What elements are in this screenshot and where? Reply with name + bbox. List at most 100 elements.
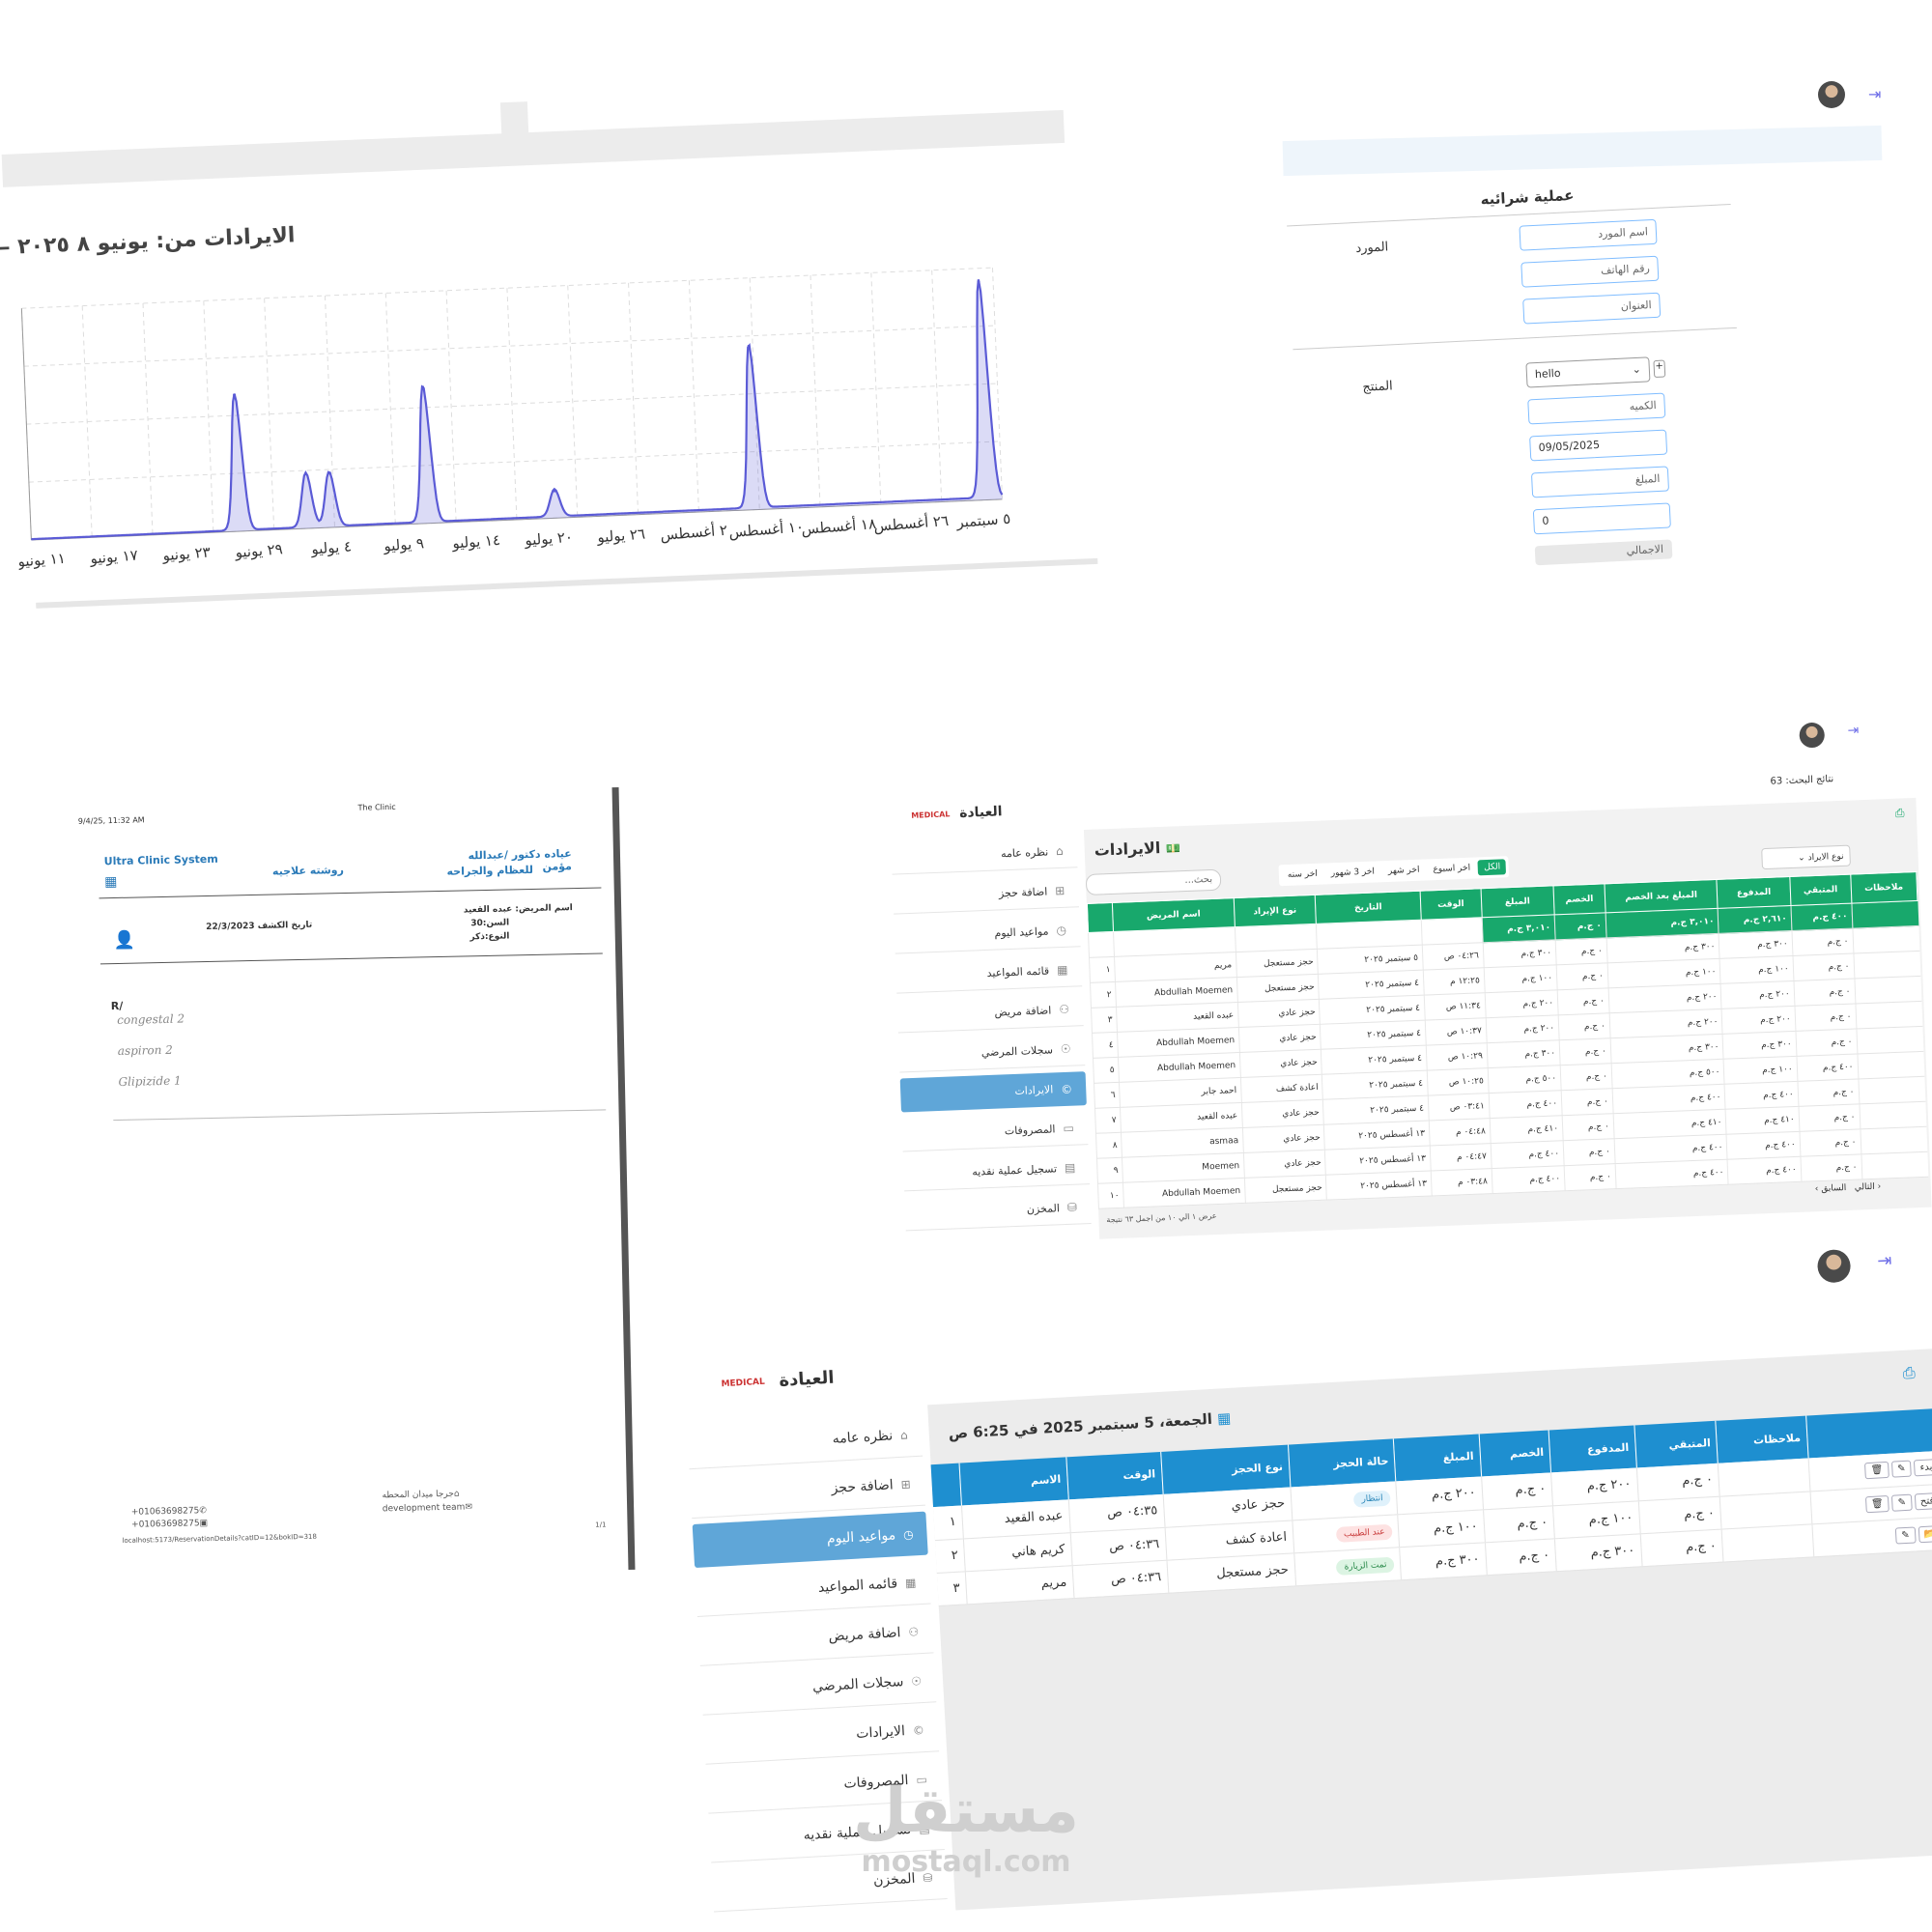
- sidebar-item-3[interactable]: ▦ قائمه المواعيد: [695, 1560, 931, 1617]
- table-cell: ٠٤:٣٦ ص: [1071, 1559, 1169, 1599]
- column-header[interactable]: [1087, 902, 1114, 933]
- grid-line: [931, 270, 943, 502]
- column-header[interactable]: ملاحظات: [1850, 871, 1918, 904]
- sidebar-item-2[interactable]: ◷ مواعيد اليوم: [692, 1511, 928, 1569]
- grid-line: [21, 267, 993, 309]
- x-tick-label: ٢٣ يونيو: [161, 543, 212, 564]
- column-header[interactable]: [930, 1463, 962, 1508]
- table-cell: ٠ ج.م: [1794, 1004, 1857, 1032]
- column-header[interactable]: حالة الحجز: [1288, 1438, 1397, 1488]
- sidebar-item-0[interactable]: ⌂ نظره عامه: [891, 834, 1078, 875]
- amount-input[interactable]: المبلغ: [1530, 466, 1670, 498]
- grid-line: [688, 280, 699, 513]
- sidebar-item-6[interactable]: © الايرادات: [899, 1071, 1087, 1113]
- revenue-peak: [233, 393, 237, 397]
- column-header[interactable]: المتبقي: [1789, 874, 1852, 906]
- sidebar-item-label: سجلات المرضي: [980, 1042, 1054, 1059]
- grid-line: [506, 288, 518, 520]
- search-input[interactable]: بحث...: [1085, 868, 1222, 895]
- edit-user-icon[interactable]: ✎: [1894, 1525, 1917, 1545]
- table-cell: [1855, 1001, 1922, 1029]
- filter-button[interactable]: اخر اسبوع: [1433, 863, 1471, 875]
- add-booking-icon: ⊞: [900, 1477, 912, 1492]
- column-header[interactable]: المدفوع: [1548, 1425, 1636, 1473]
- revenue-type-select[interactable]: نوع الايراد ⌄: [1761, 844, 1851, 870]
- table-cell: ٣: [936, 1571, 968, 1605]
- total-cell: ٤٠٠ ج.م: [1790, 903, 1853, 931]
- supplier-phone-input[interactable]: رقم الهاتف: [1520, 255, 1660, 288]
- logout-icon[interactable]: ⇥: [1868, 85, 1882, 103]
- table-cell: [1856, 1026, 1923, 1054]
- column-header[interactable]: اسم المريض: [1112, 897, 1236, 932]
- filter-button[interactable]: اخر شهر: [1387, 865, 1420, 876]
- user-avatar[interactable]: [1799, 722, 1826, 749]
- sidebar-item-8[interactable]: ▤ تسجيل عملية نقديه: [902, 1151, 1091, 1192]
- table-cell: حجز عادي: [1243, 1150, 1326, 1179]
- column-header[interactable]: التاريخ: [1315, 891, 1422, 924]
- sidebar-item-6[interactable]: © الايرادات: [703, 1708, 940, 1765]
- column-header[interactable]: المبلغ: [1393, 1434, 1482, 1482]
- table-cell: ٠ ج.م: [1485, 1538, 1557, 1576]
- quantity-input[interactable]: الكميه: [1527, 392, 1666, 425]
- supplier-name-input[interactable]: اسم المورد: [1519, 218, 1658, 251]
- delete-icon[interactable]: 🗑: [1864, 1462, 1889, 1480]
- column-header[interactable]: نوع الحجز: [1160, 1444, 1291, 1494]
- table-cell: [1860, 1126, 1927, 1154]
- column-header[interactable]: المبلغ: [1480, 885, 1555, 918]
- sidebar-item-0[interactable]: ⌂ نظره عامه: [686, 1412, 923, 1470]
- next-label: التالي: [1854, 1181, 1875, 1193]
- product-select[interactable]: hello ⌄: [1525, 356, 1651, 388]
- sidebar-item-5[interactable]: ☉ سجلات المرضي: [700, 1659, 937, 1716]
- print-icon[interactable]: ⎙: [1894, 806, 1905, 820]
- filter-button[interactable]: اخر 3 شهور: [1330, 867, 1376, 879]
- row-action-button[interactable]: بدء: [1914, 1459, 1932, 1477]
- date-input[interactable]: 09/05/2025: [1529, 429, 1668, 462]
- edit-user-icon[interactable]: ✎: [1891, 1493, 1913, 1512]
- sidebar-item-label: اضافة حجز: [831, 1477, 895, 1496]
- sidebar-item-4[interactable]: ⚇ اضافة مريض: [697, 1609, 934, 1666]
- x-axis: [31, 498, 1003, 541]
- edit-user-icon[interactable]: ✎: [1890, 1460, 1913, 1478]
- delete-icon[interactable]: 🗑: [1864, 1494, 1890, 1513]
- filter-button[interactable]: الكل: [1477, 859, 1507, 876]
- table-cell: ٠٤:٣٦ ص: [1069, 1526, 1167, 1566]
- column-header[interactable]: المتبقي: [1634, 1420, 1719, 1468]
- column-header[interactable]: [1805, 1407, 1932, 1459]
- folder-icon[interactable]: 📂: [1918, 1524, 1932, 1543]
- grid-line: [81, 305, 93, 538]
- sidebar-item-1[interactable]: ⊞ اضافة حجز: [892, 873, 1080, 915]
- table-cell: ١٠: [1097, 1182, 1124, 1209]
- sidebar-item-label: المصروفات: [1004, 1122, 1056, 1137]
- column-header[interactable]: نوع الإيراد: [1233, 895, 1317, 927]
- logout-icon[interactable]: ⇥: [1847, 723, 1860, 739]
- column-header[interactable]: المبلغ بعد الخصم: [1604, 879, 1719, 913]
- column-header[interactable]: الوقت: [1419, 888, 1482, 921]
- print-icon[interactable]: ⎙: [1902, 1363, 1917, 1382]
- column-header[interactable]: الاسم: [958, 1457, 1068, 1506]
- user-avatar[interactable]: [1818, 81, 1845, 108]
- prev-button[interactable]: السابق ›: [1814, 1183, 1847, 1195]
- user-avatar[interactable]: [1816, 1248, 1852, 1284]
- column-header[interactable]: المدفوع: [1717, 876, 1791, 909]
- sidebar-item-2[interactable]: ◷ مواعيد اليوم: [894, 913, 1081, 954]
- column-header[interactable]: ملاحظات: [1716, 1415, 1808, 1463]
- sidebar-item-9[interactable]: ⛁ المخزن: [904, 1190, 1092, 1232]
- sidebar-item-1[interactable]: ⊞ اضافة حجز: [689, 1462, 925, 1520]
- column-header[interactable]: الخصم: [1552, 883, 1605, 915]
- logout-icon[interactable]: ⇥: [1876, 1250, 1893, 1272]
- column-header[interactable]: الخصم: [1478, 1430, 1551, 1477]
- grid-line: [26, 383, 998, 425]
- add-product-button[interactable]: +: [1653, 359, 1666, 379]
- amount-value-input[interactable]: 0: [1532, 502, 1671, 535]
- sidebar-item-5[interactable]: ☉ سجلات المرضي: [898, 1032, 1086, 1073]
- column-header[interactable]: الوقت: [1065, 1451, 1163, 1500]
- row-action-button[interactable]: فتح: [1914, 1492, 1932, 1510]
- next-button[interactable]: ‹ التالي: [1854, 1181, 1882, 1193]
- sidebar-item-4[interactable]: ⚇ اضافة مريض: [896, 992, 1084, 1034]
- sidebar-item-7[interactable]: ▭ المصروفات: [901, 1111, 1089, 1152]
- print-datetime: 9/4/25, 11:32 AM: [77, 815, 145, 826]
- table-cell: ٢٠٠ ج.م: [1721, 1006, 1796, 1035]
- sidebar-item-3[interactable]: ▦ قائمه المواعيد: [895, 952, 1083, 994]
- filter-button[interactable]: اخر سنه: [1287, 868, 1319, 880]
- supplier-address-input[interactable]: العنوان: [1522, 292, 1662, 325]
